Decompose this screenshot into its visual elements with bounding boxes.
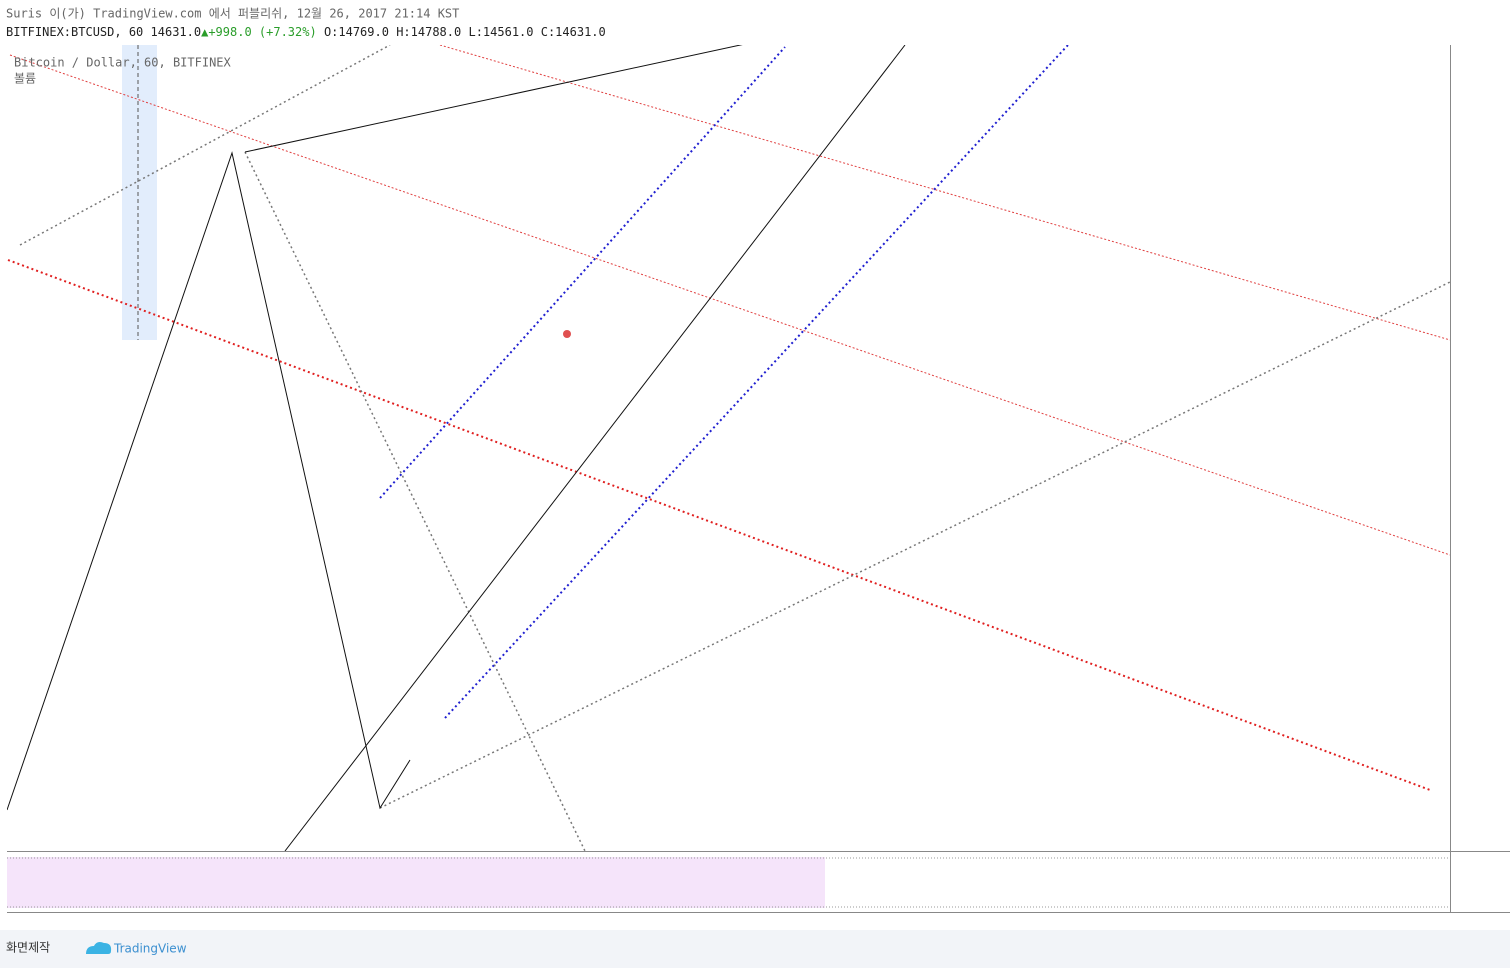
brand-logo: [86, 942, 112, 954]
footer-bg: [0, 930, 1510, 968]
footer-credit: 화면제작: [6, 941, 50, 955]
up-arrow: ▲: [201, 25, 209, 39]
last: 14631.0: [151, 25, 202, 39]
open: O:14769.0: [324, 25, 389, 39]
drawings: [7, 45, 1450, 851]
marker-dot: [563, 330, 571, 338]
footer-brand: TradingView: [113, 942, 187, 956]
low: L:14561.0: [468, 25, 533, 39]
symbol-line: BITFINEX:BTCUSD, 60 14631.0▲+998.0 (+7.3…: [6, 25, 606, 39]
legend-volume: 볼륨: [14, 72, 36, 86]
legend-main: Bitcoin / Dollar, 60, BITFINEX: [14, 56, 232, 70]
trend-line: [379, 281, 1450, 809]
rsi-pane-bg: [7, 857, 825, 908]
publish-line: Suris 이(가) TradingView.com 에서 퍼블리쉬, 12월 …: [6, 7, 459, 21]
fib-line: [244, 45, 743, 153]
high: H:14788.0: [396, 25, 461, 39]
close: C:14631.0: [541, 25, 606, 39]
date-range-highlight: [122, 45, 157, 340]
trend-line: [19, 45, 391, 246]
change: +998.0 (+7.32%): [208, 25, 316, 39]
symbol: BITFINEX:BTCUSD, 60: [6, 25, 143, 39]
trend-line: [439, 45, 1450, 341]
abc-pattern: [7, 151, 411, 811]
trend-line: [284, 45, 906, 851]
channel-line: [379, 46, 786, 499]
